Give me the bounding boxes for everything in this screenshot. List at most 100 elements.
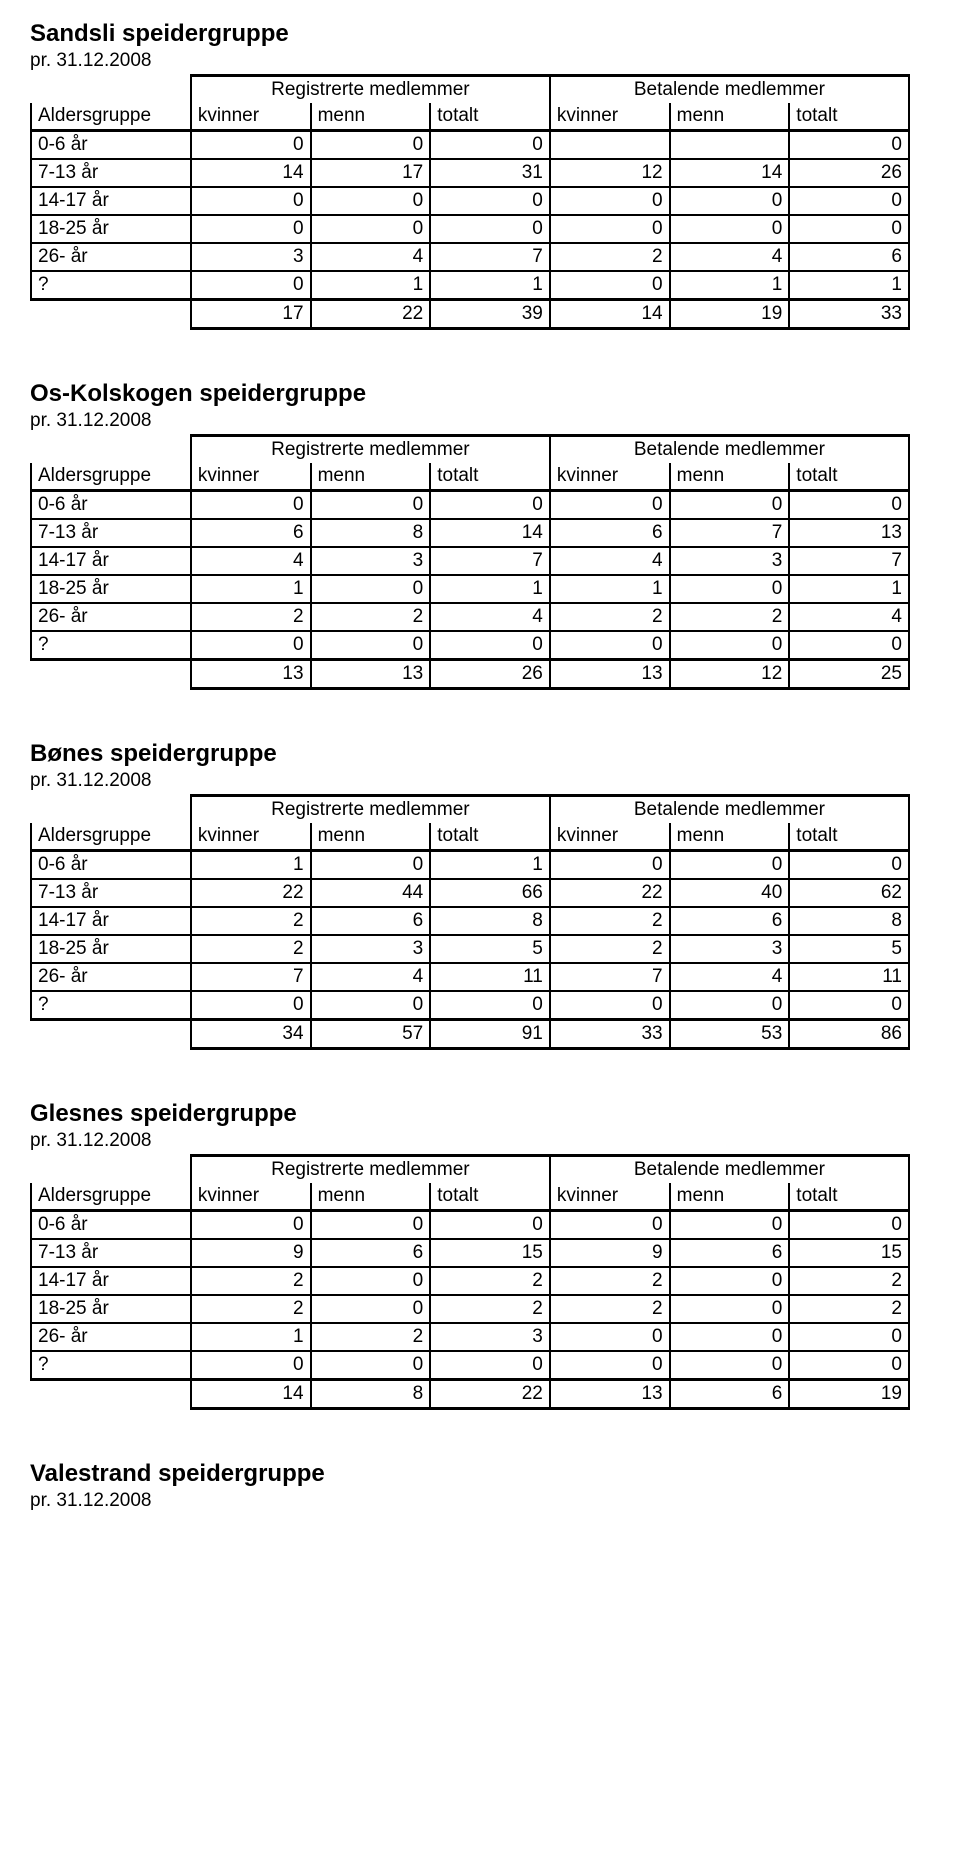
age-label: ? bbox=[31, 631, 191, 660]
header-col: totalt bbox=[430, 823, 550, 851]
header-col: menn bbox=[670, 103, 790, 131]
cell-value: 2 bbox=[550, 1295, 670, 1323]
table-row: 26- år347246 bbox=[31, 243, 909, 271]
cell-value: 4 bbox=[430, 603, 550, 631]
totals-row: 172239141933 bbox=[31, 300, 909, 329]
header-col: kvinner bbox=[191, 463, 311, 491]
table-row: 26- år224224 bbox=[31, 603, 909, 631]
cell-value: 0 bbox=[789, 187, 909, 215]
age-label: 7-13 år bbox=[31, 879, 191, 907]
age-label: ? bbox=[31, 991, 191, 1020]
cell-value: 0 bbox=[550, 851, 670, 880]
age-label: 18-25 år bbox=[31, 575, 191, 603]
cell-value: 2 bbox=[191, 907, 311, 935]
cell-value: 6 bbox=[789, 243, 909, 271]
cell-value: 0 bbox=[311, 1351, 431, 1380]
totals-value: 33 bbox=[550, 1020, 670, 1049]
header-blank bbox=[31, 76, 191, 104]
cell-value: 9 bbox=[191, 1239, 311, 1267]
age-label: 26- år bbox=[31, 1323, 191, 1351]
header-blank bbox=[31, 1156, 191, 1184]
cell-value: 4 bbox=[311, 243, 431, 271]
header-col: menn bbox=[670, 1183, 790, 1211]
header-col: menn bbox=[311, 823, 431, 851]
totals-value: 57 bbox=[311, 1020, 431, 1049]
totals-value: 39 bbox=[430, 300, 550, 329]
cell-value: 0 bbox=[550, 215, 670, 243]
cell-value: 0 bbox=[311, 575, 431, 603]
cell-value: 40 bbox=[670, 879, 790, 907]
cell-value: 0 bbox=[670, 1295, 790, 1323]
cell-value: 0 bbox=[789, 1323, 909, 1351]
header-col: menn bbox=[670, 463, 790, 491]
age-label: 14-17 år bbox=[31, 1267, 191, 1295]
cell-value: 1 bbox=[430, 271, 550, 300]
table-row: ?011011 bbox=[31, 271, 909, 300]
table-row: ?000000 bbox=[31, 1351, 909, 1380]
table-row: 7-13 år141731121426 bbox=[31, 159, 909, 187]
cell-value: 4 bbox=[311, 963, 431, 991]
table-row: 14-17 år268268 bbox=[31, 907, 909, 935]
cell-value: 0 bbox=[311, 1267, 431, 1295]
age-label: 18-25 år bbox=[31, 1295, 191, 1323]
totals-value: 17 bbox=[191, 300, 311, 329]
cell-value: 2 bbox=[550, 603, 670, 631]
cell-value: 6 bbox=[550, 519, 670, 547]
group-title: Valestrand speidergruppe bbox=[30, 1460, 930, 1488]
cell-value: 3 bbox=[191, 243, 311, 271]
cell-value: 6 bbox=[311, 1239, 431, 1267]
table-row: 0-6 år000000 bbox=[31, 1211, 909, 1240]
cell-value: 0 bbox=[670, 491, 790, 520]
group-date: pr. 31.12.2008 bbox=[30, 410, 930, 432]
cell-value: 0 bbox=[191, 1211, 311, 1240]
group-date: pr. 31.12.2008 bbox=[30, 1130, 930, 1152]
cell-value: 2 bbox=[670, 603, 790, 631]
cell-value: 1 bbox=[550, 575, 670, 603]
cell-value: 0 bbox=[550, 1211, 670, 1240]
cell-value: 2 bbox=[550, 907, 670, 935]
group-title: Bønes speidergruppe bbox=[30, 740, 930, 768]
cell-value: 22 bbox=[550, 879, 670, 907]
cell-value: 0 bbox=[191, 215, 311, 243]
totals-value: 22 bbox=[311, 300, 431, 329]
header-col: kvinner bbox=[191, 823, 311, 851]
totals-value: 13 bbox=[550, 1380, 670, 1409]
group-block: Os-Kolskogen speidergruppepr. 31.12.2008… bbox=[30, 380, 930, 690]
cell-value: 0 bbox=[430, 491, 550, 520]
totals-value: 13 bbox=[191, 660, 311, 689]
cell-value: 13 bbox=[789, 519, 909, 547]
cell-value: 2 bbox=[311, 1323, 431, 1351]
cell-value: 2 bbox=[191, 1267, 311, 1295]
totals-value: 13 bbox=[550, 660, 670, 689]
totals-value: 19 bbox=[789, 1380, 909, 1409]
header-agegroup: Aldersgruppe bbox=[31, 463, 191, 491]
group-title: Sandsli speidergruppe bbox=[30, 20, 930, 48]
cell-value: 0 bbox=[311, 215, 431, 243]
totals-value: 33 bbox=[789, 300, 909, 329]
table-row: ?000000 bbox=[31, 631, 909, 660]
cell-value: 1 bbox=[430, 851, 550, 880]
cell-value: 0 bbox=[191, 991, 311, 1020]
totals-value: 8 bbox=[311, 1380, 431, 1409]
cell-value: 5 bbox=[430, 935, 550, 963]
group-date: pr. 31.12.2008 bbox=[30, 770, 930, 792]
age-label: 7-13 år bbox=[31, 159, 191, 187]
cell-value: 12 bbox=[550, 159, 670, 187]
cell-value: 2 bbox=[191, 935, 311, 963]
header-col: kvinner bbox=[191, 1183, 311, 1211]
cell-value: 0 bbox=[670, 187, 790, 215]
cell-value: 3 bbox=[311, 547, 431, 575]
cell-value: 2 bbox=[789, 1267, 909, 1295]
cell-value: 6 bbox=[311, 907, 431, 935]
age-label: 26- år bbox=[31, 603, 191, 631]
totals-blank bbox=[31, 660, 191, 689]
cell-value: 0 bbox=[430, 631, 550, 660]
totals-value: 13 bbox=[311, 660, 431, 689]
age-label: 18-25 år bbox=[31, 215, 191, 243]
cell-value: 0 bbox=[550, 991, 670, 1020]
group-date: pr. 31.12.2008 bbox=[30, 1490, 930, 1512]
header-col: totalt bbox=[430, 1183, 550, 1211]
cell-value: 14 bbox=[191, 159, 311, 187]
age-label: 14-17 år bbox=[31, 547, 191, 575]
cell-value: 8 bbox=[789, 907, 909, 935]
